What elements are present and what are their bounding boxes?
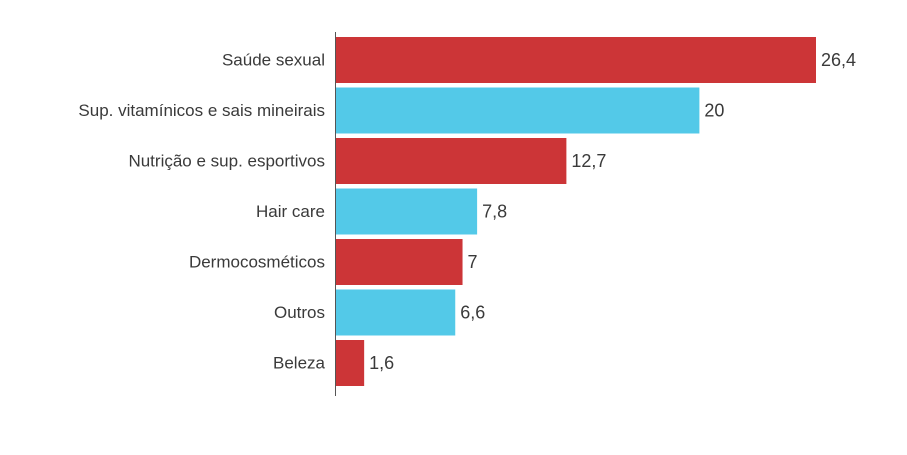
category-label: Hair care xyxy=(256,202,325,221)
category-label: Beleza xyxy=(273,354,326,373)
bars-group xyxy=(335,37,816,386)
category-label: Dermocosméticos xyxy=(189,253,325,272)
value-label: 1,6 xyxy=(369,353,394,373)
category-labels-group: Saúde sexual Sup. vitamínicos e sais mine… xyxy=(78,51,325,373)
category-label: Saúde sexual xyxy=(222,51,325,70)
bar xyxy=(335,340,365,386)
value-label: 26,4 xyxy=(821,50,856,70)
value-label: 6,6 xyxy=(460,303,485,323)
category-label: Nutrição e sup. esportivos xyxy=(128,152,325,171)
bar xyxy=(335,188,478,235)
value-label: 20 xyxy=(704,101,724,121)
value-labels-group: 26,4 20 12,7 7,8 7 6,6 1,6 xyxy=(369,50,856,373)
category-label: Outros xyxy=(274,303,325,322)
bar xyxy=(335,289,456,336)
value-label: 7,8 xyxy=(482,202,507,222)
value-label: 12,7 xyxy=(571,151,606,171)
bar xyxy=(335,37,816,83)
bar xyxy=(335,239,463,285)
bar xyxy=(335,87,700,134)
bar xyxy=(335,138,567,184)
category-label: Sup. vitamínicos e sais mineirais xyxy=(78,101,325,120)
value-label: 7 xyxy=(468,252,478,272)
